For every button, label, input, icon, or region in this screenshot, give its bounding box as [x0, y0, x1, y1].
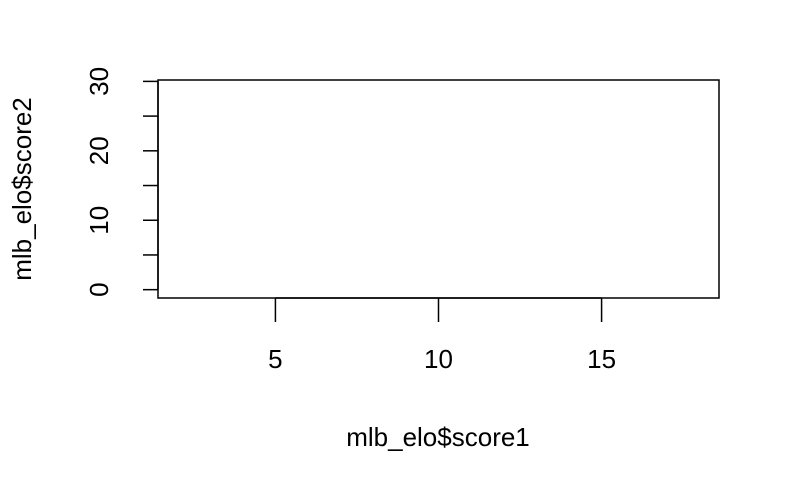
x-tick-label: 15 — [587, 344, 616, 374]
x-axis: 5 10 15 — [268, 297, 616, 374]
y-tick-label: 30 — [84, 67, 114, 96]
x-axis-title: mlb_elo$score1 — [346, 422, 530, 452]
y-tick-label: 0 — [84, 282, 114, 296]
x-tick-label: 10 — [424, 344, 453, 374]
y-tick-label: 20 — [84, 136, 114, 165]
x-tick-label: 5 — [268, 344, 282, 374]
y-axis-title: mlb_elo$score2 — [7, 97, 37, 281]
y-axis: 0 10 20 30 — [84, 67, 159, 297]
plot-frame — [157, 79, 720, 299]
y-tick-label: 10 — [84, 206, 114, 235]
